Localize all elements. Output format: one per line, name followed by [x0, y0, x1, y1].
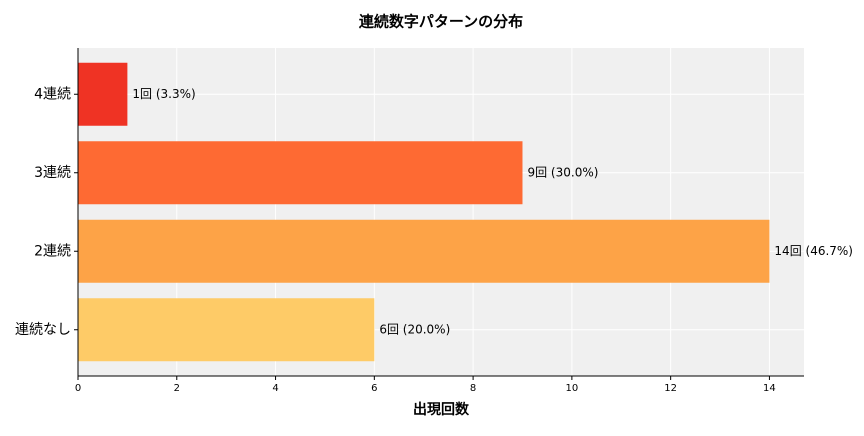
x-tick-label: 0	[75, 383, 81, 394]
data-label: 14回 (46.7%)	[774, 244, 853, 258]
x-tick-label: 4	[272, 383, 278, 394]
bar	[78, 62, 128, 126]
x-tick-label: 12	[664, 383, 677, 394]
y-tick-label: 2連続	[34, 242, 71, 259]
x-axis-label: 出現回数	[413, 401, 470, 418]
x-tick-label: 8	[470, 383, 476, 394]
x-tick-label: 14	[763, 383, 776, 394]
y-tick-label: 3連続	[34, 164, 71, 181]
bar	[78, 298, 375, 362]
y-tick-label: 4連続	[34, 85, 71, 102]
bar	[78, 141, 523, 205]
x-tick-label: 6	[371, 383, 377, 394]
x-tick-label: 2	[174, 383, 180, 394]
chart-title: 連続数字パターンの分布	[359, 13, 523, 31]
x-tick-label: 10	[566, 383, 579, 394]
y-tick-label: 連続なし	[15, 321, 71, 338]
bar	[78, 219, 770, 283]
data-label: 9回 (30.0%)	[527, 165, 598, 179]
data-label: 6回 (20.0%)	[379, 322, 450, 336]
data-label: 1回 (3.3%)	[132, 87, 195, 101]
